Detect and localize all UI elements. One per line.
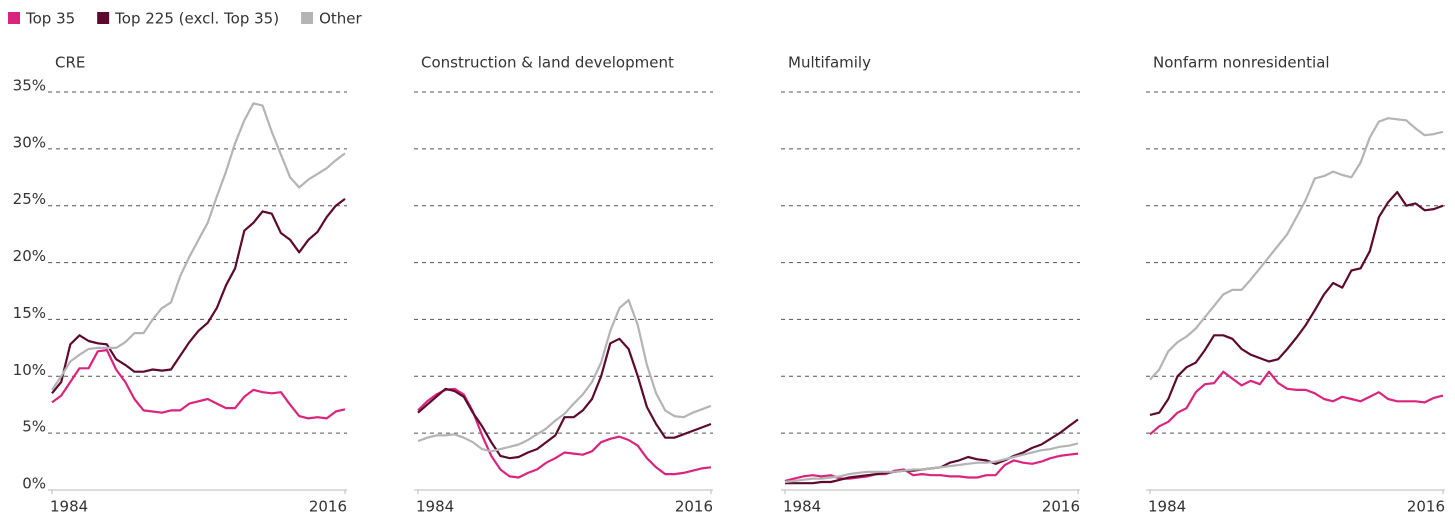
series-line xyxy=(51,198,346,394)
legend-swatch xyxy=(301,12,314,24)
legend-swatch xyxy=(97,12,110,24)
panel-title: Nonfarm nonresidential xyxy=(1153,54,1330,72)
y-tick-label: 20% xyxy=(13,247,46,265)
y-tick-label: 25% xyxy=(13,190,46,208)
x-tick-label: 2016 xyxy=(309,498,347,516)
legend-swatch xyxy=(8,12,20,24)
y-tick-label: 15% xyxy=(13,304,46,322)
series-line xyxy=(1149,191,1444,416)
series-line xyxy=(784,442,1079,484)
legend-label: Other xyxy=(319,10,362,28)
series-line xyxy=(417,387,712,479)
y-tick-label: 5% xyxy=(22,418,46,436)
series-line xyxy=(417,337,712,460)
series-line xyxy=(417,299,712,453)
y-tick-label: 10% xyxy=(13,361,46,379)
legend-label: Top 225 (excl. Top 35) xyxy=(114,10,279,28)
series-line xyxy=(1149,370,1444,436)
panel-title: CRE xyxy=(55,54,85,72)
x-tick-label: 2016 xyxy=(1042,498,1080,516)
x-tick-label: 1984 xyxy=(783,498,821,516)
series-line xyxy=(51,349,346,420)
panel-title: Construction & land development xyxy=(421,54,674,72)
x-tick-label: 1984 xyxy=(1148,498,1186,516)
series-line xyxy=(1149,117,1444,381)
y-tick-label: 0% xyxy=(22,475,46,493)
x-tick-label: 2016 xyxy=(1407,498,1445,516)
legend-label: Top 35 xyxy=(25,10,75,28)
series-line xyxy=(51,102,346,391)
x-tick-label: 2016 xyxy=(675,498,713,516)
x-tick-label: 1984 xyxy=(50,498,88,516)
panel-title: Multifamily xyxy=(788,54,871,72)
y-tick-label: 30% xyxy=(13,133,46,151)
x-tick-label: 1984 xyxy=(416,498,454,516)
y-tick-label: 35% xyxy=(13,77,46,95)
